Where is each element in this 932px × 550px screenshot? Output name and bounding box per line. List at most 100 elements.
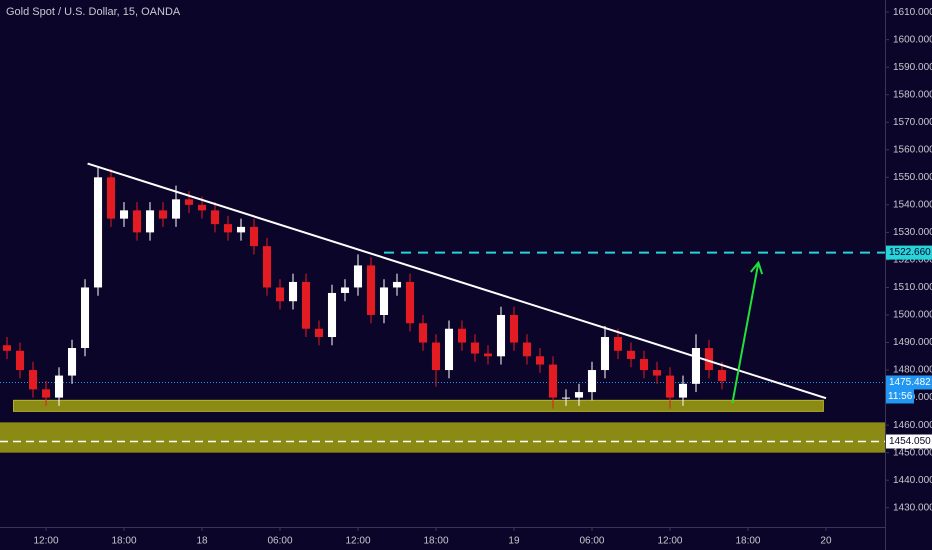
trendline: [87, 162, 827, 400]
candle-body: [67, 348, 77, 376]
candle-body: [457, 328, 467, 343]
y-tick-label: 1460.000: [893, 420, 932, 431]
candle-body: [288, 281, 298, 302]
arrow-shaft: [731, 262, 760, 404]
candle-body: [184, 199, 194, 205]
candle-body: [483, 353, 493, 357]
candle-body: [691, 348, 701, 384]
support-zone: [13, 399, 824, 412]
candle-body: [249, 226, 259, 247]
x-tick-label: 20: [820, 536, 832, 547]
candle-body: [171, 199, 181, 219]
candle-body: [80, 287, 90, 349]
candle-body: [119, 210, 129, 219]
candle-body: [275, 287, 285, 302]
countdown: 11:56: [888, 391, 913, 402]
x-tick-label: 12:00: [345, 536, 370, 547]
y-tick-label: 1500.000: [893, 310, 932, 321]
candle-body: [327, 292, 337, 338]
candle-body: [522, 342, 532, 357]
x-tick-label: 18:00: [111, 536, 136, 547]
y-tick-label: 1530.000: [893, 227, 932, 238]
countdown-box: [886, 389, 914, 404]
target-price-box: [886, 245, 932, 260]
x-tick-label: 12:00: [657, 536, 682, 547]
candle-body: [496, 314, 506, 357]
candle-body: [704, 348, 714, 371]
candle-body: [314, 328, 324, 338]
candle-body: [366, 265, 376, 315]
y-tick-label: 1560.000: [893, 144, 932, 155]
candle-body: [41, 389, 51, 398]
x-tick-label: 19: [508, 536, 520, 547]
candle-body: [301, 281, 311, 329]
y-tick-label: 1570.000: [893, 117, 932, 128]
candle-body: [262, 246, 272, 288]
candle-body: [158, 210, 168, 219]
candle-body: [548, 364, 558, 398]
candle-body: [444, 328, 454, 371]
y-tick-label: 1580.000: [893, 89, 932, 100]
candle-body: [353, 265, 363, 288]
candle-body: [418, 323, 428, 343]
y-tick-label: 1600.000: [893, 34, 932, 45]
y-tick-label: 1540.000: [893, 199, 932, 210]
y-tick-label: 1590.000: [893, 62, 932, 73]
candle-body: [15, 350, 25, 371]
candle-body: [145, 210, 155, 233]
y-tick-label: 1440.000: [893, 475, 932, 486]
candle-body: [678, 383, 688, 398]
x-tick-label: 06:00: [579, 536, 604, 547]
candle-body: [431, 342, 441, 371]
candle-body: [470, 342, 480, 354]
candle-body: [392, 281, 402, 288]
candle-body: [340, 287, 350, 293]
candle-body: [600, 337, 610, 371]
candle-body: [28, 370, 38, 390]
candle-body: [405, 281, 415, 324]
x-tick-label: 06:00: [267, 536, 292, 547]
y-tick-label: 1610.000: [893, 7, 932, 18]
candle-body: [613, 337, 623, 351]
candle-body: [587, 370, 597, 393]
candle-body: [132, 210, 142, 233]
level-price-box: [886, 434, 932, 449]
candle-body: [509, 314, 519, 343]
candle-body: [197, 204, 207, 211]
x-tick-label: 12:00: [34, 536, 59, 547]
candle-body: [106, 177, 116, 219]
target-price-label: 1522.660: [889, 247, 931, 258]
x-tick-label: 18:00: [423, 536, 448, 547]
y-tick-label: 1520.000: [893, 255, 932, 266]
last-price-box: [886, 375, 932, 390]
last-price-label: 1475.482: [889, 377, 931, 388]
candle-body: [93, 177, 103, 288]
y-tick-label: 1430.000: [893, 502, 932, 513]
candle-body: [665, 375, 675, 398]
y-tick-label: 1550.000: [893, 172, 932, 183]
candle-body: [535, 356, 545, 365]
y-tick-label: 1510.000: [893, 282, 932, 293]
candle-body: [54, 375, 64, 398]
candle-body: [223, 224, 233, 233]
candle-body: [236, 226, 246, 233]
candle-body: [639, 359, 649, 371]
candle-body: [717, 370, 727, 382]
y-tick-label: 1490.000: [893, 337, 932, 348]
candle-body: [210, 210, 220, 225]
candle-body: [652, 370, 662, 376]
y-tick-label: 1450.000: [893, 447, 932, 458]
level-price-label: 1454.050: [889, 436, 931, 447]
x-tick-label: 18:00: [735, 536, 760, 547]
candle-body: [379, 287, 389, 315]
candle-body: [561, 397, 571, 399]
candle-body: [574, 392, 584, 398]
candle-body: [2, 345, 12, 351]
chart-title: Gold Spot / U.S. Dollar, 15, OANDA: [6, 6, 181, 18]
arrow-head: [750, 260, 764, 275]
y-tick-label: 1480.000: [893, 365, 932, 376]
x-tick-label: 18: [196, 536, 208, 547]
lower-zone: [0, 422, 885, 453]
